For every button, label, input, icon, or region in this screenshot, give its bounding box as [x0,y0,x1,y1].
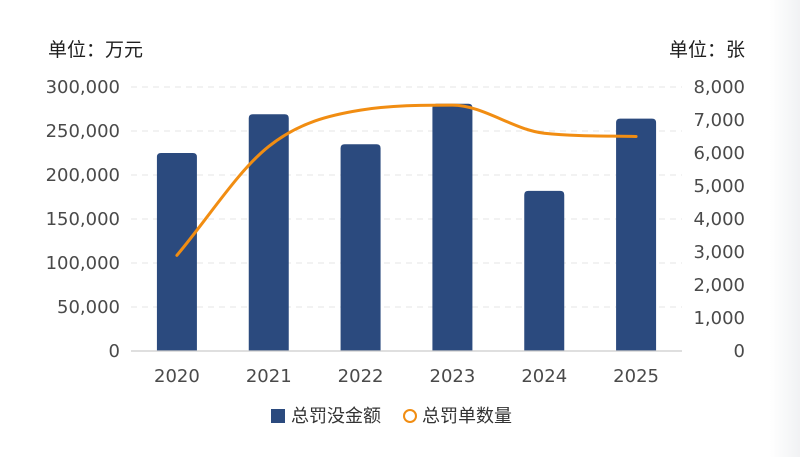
right-tick-label: 8,000 [693,77,745,98]
right-tick-label: 4,000 [693,209,745,230]
gridlines [131,86,682,308]
right-tick-label: 7,000 [693,110,745,131]
bar-series [156,103,657,352]
right-tick-label: 5,000 [693,176,745,197]
page-edge-shadow [770,0,800,457]
right-tick-label: 1,000 [693,308,745,329]
bar [248,114,289,351]
bar [340,144,381,351]
right-tick-label: 0 [734,341,745,362]
right-tick-label: 2,000 [693,275,745,296]
bar [432,103,473,351]
x-tick-label: 2020 [154,366,200,387]
x-tick-label: 2025 [613,366,659,387]
left-tick-label: 0 [109,341,120,362]
x-tick-label: 2024 [521,366,567,387]
bar [156,153,197,351]
x-tick-label: 2022 [338,366,384,387]
left-tick-label: 150,000 [46,209,120,230]
legend-line-swatch [403,409,417,423]
bar [616,118,657,352]
left-tick-label: 50,000 [57,297,120,318]
legend-bar-label: 总罚没金额 [291,406,381,427]
legend: 总罚没金额 总罚单数量 [271,406,512,427]
left-tick-label: 300,000 [46,77,120,98]
legend-line-label: 总罚单数量 [422,406,512,427]
left-tick-label: 100,000 [46,253,120,274]
left-tick-label: 200,000 [46,165,120,186]
line-series-path [175,103,638,257]
x-tick-label: 2021 [246,366,292,387]
right-tick-label: 3,000 [693,242,745,263]
legend-bar-swatch [271,409,285,423]
left-axis-unit-label: 单位：万元 [48,39,143,61]
bar [524,190,565,351]
right-tick-label: 6,000 [693,143,745,164]
x-tick-label: 2023 [430,366,476,387]
line-series [175,103,638,257]
right-axis-unit-label: 单位：张 [669,39,745,61]
axes: 0 50,000 100,000 150,000 200,000 250,000 300,0… [46,77,745,387]
left-tick-label: 250,000 [46,121,120,142]
